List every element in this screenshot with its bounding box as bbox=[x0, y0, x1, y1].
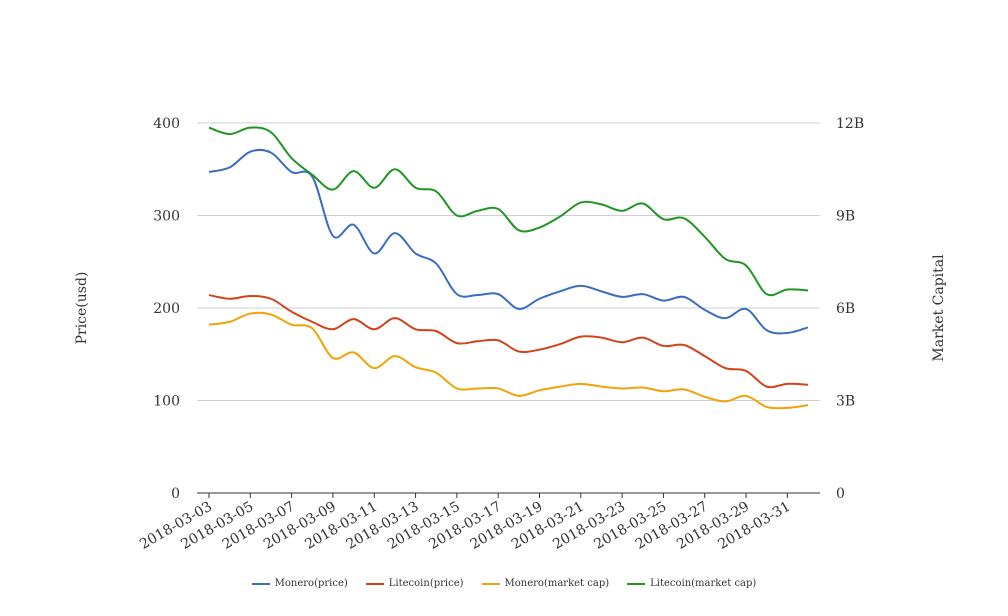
y-right-tick-label: 9B bbox=[836, 209, 855, 225]
legend-swatch bbox=[365, 582, 384, 585]
legend-item-litecoin-price: Litecoin(price) bbox=[365, 578, 464, 589]
y-left-tick-label: 100 bbox=[153, 394, 180, 410]
legend-item-monero-market-cap: Monero(market cap) bbox=[481, 578, 610, 589]
legend-label: Litecoin(price) bbox=[388, 578, 464, 589]
y-left-tick-label: 200 bbox=[153, 301, 180, 317]
legend-label: Monero(price) bbox=[274, 578, 348, 589]
legend-item-monero-price: Monero(price) bbox=[251, 578, 348, 589]
legend-swatch bbox=[627, 582, 646, 585]
y-left-tick-label: 400 bbox=[153, 116, 180, 132]
y-left-tick-label: 0 bbox=[171, 486, 180, 502]
gridlines bbox=[197, 122, 820, 401]
series-line-monero-price bbox=[208, 148, 809, 335]
series-line-litecoin-price bbox=[208, 294, 809, 389]
series-line-monero-market-cap bbox=[208, 311, 809, 410]
legend: Monero(price) Litecoin(price) Monero(marke… bbox=[0, 578, 1008, 589]
series-line-litecoin-market-cap bbox=[208, 126, 809, 297]
legend-item-litecoin-market-cap: Litecoin(market cap) bbox=[627, 578, 756, 589]
legend-swatch bbox=[251, 582, 270, 585]
legend-label: Litecoin(market cap) bbox=[650, 578, 757, 589]
series-lines bbox=[208, 126, 809, 410]
y-right-tick-label: 12B bbox=[836, 116, 864, 132]
y-right-tick-label: 3B bbox=[836, 394, 855, 410]
y-right-tick-label: 6B bbox=[836, 301, 855, 317]
legend-swatch bbox=[481, 582, 500, 585]
legend-label: Monero(market cap) bbox=[504, 578, 610, 589]
y-axis-right-title: Market Capital bbox=[931, 254, 947, 362]
y-axis-left-title: Price(usd) bbox=[74, 272, 90, 345]
y-right-tick-label: 0 bbox=[836, 486, 845, 502]
y-left-tick-label: 300 bbox=[153, 209, 180, 225]
